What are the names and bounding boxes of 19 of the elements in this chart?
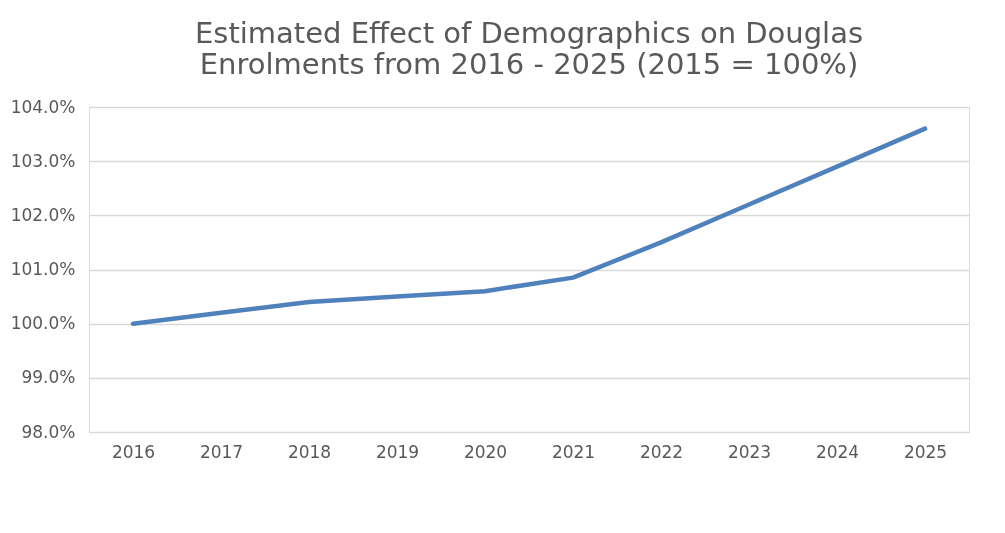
x-tick-label: 2018 (287, 441, 332, 462)
x-tick-label: 2017 (199, 441, 244, 462)
y-tick-label: 101.0% (10, 259, 76, 279)
y-tick-label: 103.0% (10, 150, 76, 171)
x-tick-label: 2016 (111, 441, 156, 462)
line-series (130, 126, 928, 326)
x-tick-label: 2025 (903, 441, 948, 462)
y-tick-label: 104.0% (10, 96, 76, 117)
x-tick-label: 2023 (727, 441, 772, 462)
x-tick-label: 2022 (639, 441, 684, 462)
y-tick-label: 100.0% (10, 313, 76, 334)
y-tick-label: 99.0% (21, 367, 76, 388)
y-tick-label: 98.0% (21, 421, 76, 442)
y-tick-label: 102.0% (10, 204, 76, 225)
x-tick-label: 2019 (375, 441, 420, 462)
x-tick-label: 2021 (551, 441, 596, 462)
text: Estimated Effect of Demographics on Douglas (194, 16, 864, 50)
x-tick-label: 2024 (815, 441, 860, 462)
x-tick-label: 2020 (463, 441, 508, 462)
